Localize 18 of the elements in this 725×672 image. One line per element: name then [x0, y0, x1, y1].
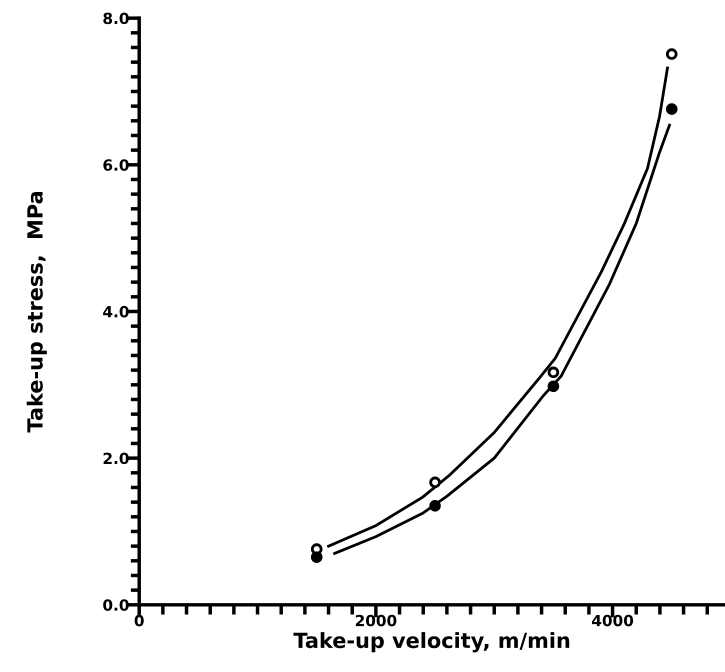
x-tick-label: 2000 [356, 614, 396, 626]
point [310, 551, 322, 563]
y-tick-label: 4.0 [103, 306, 129, 318]
x-axis-title: Take-up velocity, m/min [293, 632, 570, 652]
y-tick-label: 2.0 [104, 452, 129, 464]
y-axis-title: Take-up stress, MPa [26, 192, 47, 432]
y-tick-label: 6.0 [103, 159, 129, 171]
y-tick-label: 8.0 [103, 12, 129, 24]
point [429, 476, 441, 488]
point [548, 380, 560, 392]
point [666, 103, 678, 115]
point [666, 48, 678, 60]
point [548, 366, 560, 378]
x-tick-label: 4000 [592, 614, 634, 626]
line-series [327, 66, 669, 548]
line-series [333, 124, 671, 555]
y-tick-label: 0.0 [103, 599, 129, 611]
point [429, 500, 441, 512]
